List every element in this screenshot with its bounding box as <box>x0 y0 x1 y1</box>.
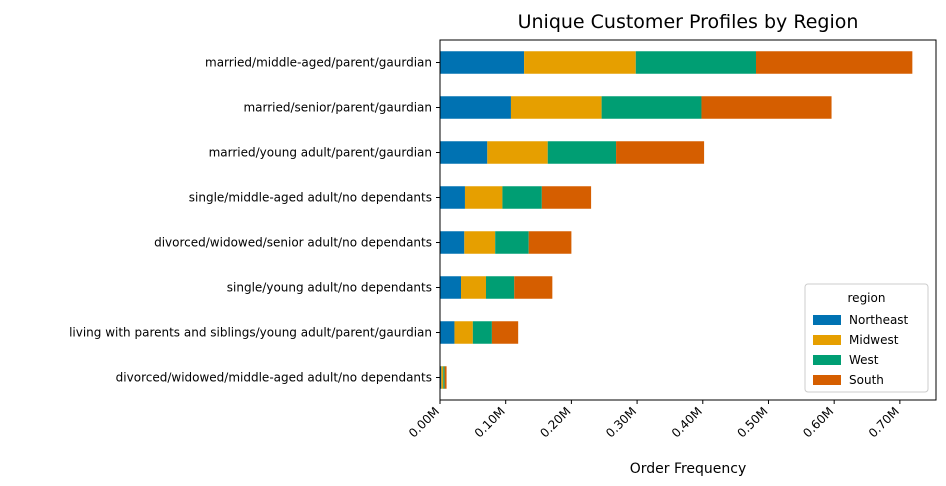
bar-south-3 <box>541 186 592 209</box>
x-tick-label: 0.30M <box>603 404 639 440</box>
bar-midwest-2 <box>487 141 548 164</box>
y-tick-label: single/young adult/no dependants <box>227 281 432 295</box>
bar-south-2 <box>616 141 705 164</box>
bar-west-1 <box>601 96 702 119</box>
bar-west-2 <box>547 141 617 164</box>
bar-west-0 <box>635 51 756 74</box>
bar-midwest-3 <box>464 186 503 209</box>
x-tick-label: 0.40M <box>669 404 705 440</box>
x-tick-label: 0.10M <box>472 404 508 440</box>
legend-label-northeast: Northeast <box>849 313 909 327</box>
bar-south-7 <box>444 366 447 389</box>
plot-frame <box>439 39 937 401</box>
bar-midwest-4 <box>464 231 496 254</box>
bar-northeast-7 <box>440 366 442 389</box>
bar-south-0 <box>755 51 913 74</box>
legend-title: region <box>848 291 886 305</box>
bar-midwest-1 <box>510 96 602 119</box>
bar-west-7 <box>443 366 445 389</box>
bar-midwest-0 <box>524 51 636 74</box>
x-axis-ticks: 0.00M 0.10M 0.20M 0.30M 0.40M 0.50M 0.60M 0.70M <box>406 400 902 440</box>
y-tick-label: married/young adult/parent/gaurdian <box>209 146 432 160</box>
bar-south-5 <box>514 276 553 299</box>
bar-northeast-2 <box>440 141 488 164</box>
bar-west-5 <box>485 276 515 299</box>
x-tick-label: 0.20M <box>537 404 573 440</box>
legend-swatch-northeast <box>813 315 841 325</box>
bar-west-3 <box>502 186 542 209</box>
bar-south-4 <box>528 231 572 254</box>
x-tick-label: 0.50M <box>734 404 770 440</box>
y-tick-label: single/middle-aged adult/no dependants <box>189 191 432 205</box>
y-tick-label: married/middle-aged/parent/gaurdian <box>205 56 432 70</box>
x-tick-label: 0.00M <box>406 404 442 440</box>
bar-south-6 <box>491 321 519 344</box>
bar-northeast-5 <box>440 276 462 299</box>
legend: region Northeast Midwest West South <box>804 283 929 393</box>
bar-midwest-6 <box>454 321 473 344</box>
bars <box>440 51 913 389</box>
legend-swatch-south <box>813 375 841 385</box>
bar-south-1 <box>701 96 832 119</box>
legend-label-midwest: Midwest <box>849 333 899 347</box>
bar-northeast-1 <box>440 96 511 119</box>
legend-swatch-west <box>813 355 841 365</box>
y-tick-label: living with parents and siblings/young a… <box>69 326 432 340</box>
y-axis-ticks: married/middle-aged/parent/gaurdian marri… <box>69 56 440 385</box>
bar-northeast-4 <box>440 231 465 254</box>
bar-west-4 <box>495 231 529 254</box>
legend-swatch-midwest <box>813 335 841 345</box>
x-tick-label: 0.70M <box>866 404 902 440</box>
bar-northeast-3 <box>440 186 465 209</box>
legend-label-west: West <box>849 353 879 367</box>
x-tick-label: 0.60M <box>800 404 836 440</box>
x-axis-label: Order Frequency <box>630 461 747 477</box>
legend-label-south: South <box>849 373 884 387</box>
bar-midwest-7 <box>441 366 444 389</box>
bar-midwest-5 <box>461 276 486 299</box>
y-tick-label: married/senior/parent/gaurdian <box>243 101 432 115</box>
bar-northeast-0 <box>440 51 525 74</box>
chart-title: Unique Customer Profiles by Region <box>518 11 859 33</box>
bar-northeast-6 <box>440 321 455 344</box>
bar-west-6 <box>472 321 492 344</box>
y-tick-label: divorced/widowed/middle-aged adult/no de… <box>116 371 432 385</box>
y-tick-label: divorced/widowed/senior adult/no dependa… <box>154 236 432 250</box>
